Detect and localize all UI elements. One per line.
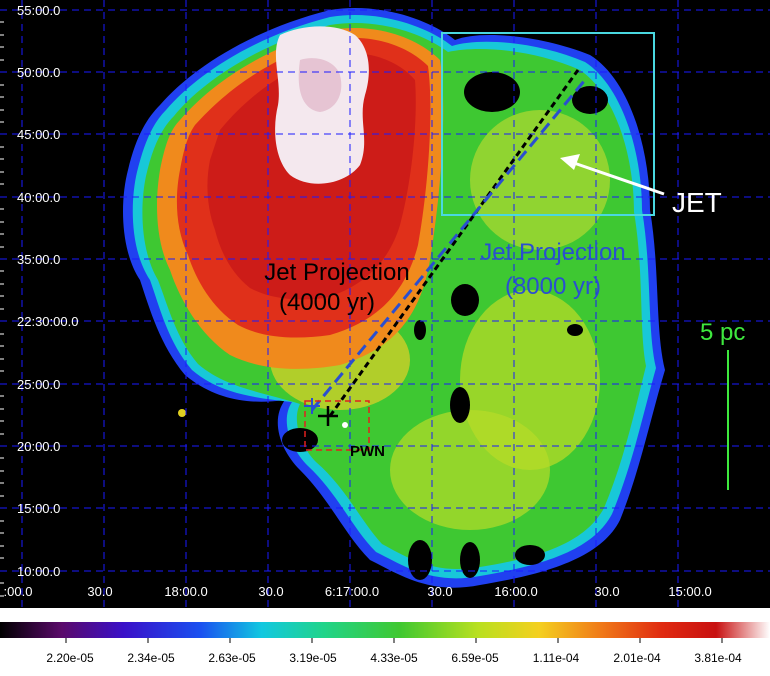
y-label: 22:30:00.0 xyxy=(17,314,78,329)
x-label: 15:00.0 xyxy=(668,584,711,599)
x-label: 30.0 xyxy=(594,584,619,599)
pwn-source xyxy=(342,422,348,428)
colorbar-ticks xyxy=(65,638,723,643)
remnant-voids xyxy=(282,72,608,580)
colorbar-label: 1.11e-04 xyxy=(533,651,580,665)
pwn-label: PWN xyxy=(350,443,385,460)
x-label: :00.0 xyxy=(4,584,33,599)
x-label: 18:00.0 xyxy=(164,584,207,599)
jet-region-box xyxy=(441,32,655,216)
x-label: 6:17:00.0 xyxy=(325,584,379,599)
jet-projection-8000-title: Jet Projection xyxy=(480,239,625,266)
pwn-box xyxy=(304,400,370,451)
colorbar-label: 2.63e-05 xyxy=(208,651,256,665)
y-axis-labels: 55:00.0 50:00.0 45:00.0 40:00.0 35:00.0 … xyxy=(17,3,78,579)
x-label: 30.0 xyxy=(87,584,112,599)
colorbar-label: 2.01e-04 xyxy=(613,651,661,665)
colorbar-label: 3.19e-05 xyxy=(289,651,337,665)
colorbar-label: 6.59e-05 xyxy=(451,651,499,665)
y-label: 55:00.0 xyxy=(17,3,60,18)
colorbar-label: 2.20e-05 xyxy=(46,651,94,665)
remnant-yellow-south xyxy=(390,410,550,530)
blue-cross-marker xyxy=(304,398,320,414)
x-axis-labels: :00.0 30.0 18:00.0 30.0 6:17:00.0 30.0 1… xyxy=(4,584,712,599)
y-label: 25:00.0 xyxy=(17,377,60,392)
point-source xyxy=(178,409,186,417)
colorbar-label: 4.33e-05 xyxy=(370,651,418,665)
x-label: 30.0 xyxy=(427,584,452,599)
remnant-yellow-ne xyxy=(470,110,610,250)
colorbar-gradient xyxy=(0,622,770,638)
scale-label: 5 pc xyxy=(700,319,745,346)
left-ticks xyxy=(0,21,4,597)
jet-arrow xyxy=(560,154,665,196)
y-label: 45:00.0 xyxy=(17,127,60,142)
jet-projection-8000-years: (8000 yr) xyxy=(505,273,601,300)
jet-projection-4000-line xyxy=(328,69,580,417)
colorbar-label: 2.34e-05 xyxy=(127,651,175,665)
jet-label: JET xyxy=(672,187,722,218)
x-label: 16:00.0 xyxy=(494,584,537,599)
jet-projection-4000-title: Jet Projection xyxy=(264,259,409,286)
y-label: 15:00.0 xyxy=(17,501,60,516)
jet-projection-4000-years: (4000 yr) xyxy=(279,289,375,316)
y-label: 35:00.0 xyxy=(17,252,60,267)
y-label: 10:00.0 xyxy=(17,564,60,579)
black-cross-marker xyxy=(318,406,338,426)
colorbar-label: 3.81e-04 xyxy=(694,651,742,665)
colorbar-labels: 2.20e-05 2.34e-05 2.63e-05 3.19e-05 4.33… xyxy=(46,651,742,665)
y-label: 50:00.0 xyxy=(17,65,60,80)
x-label: 30.0 xyxy=(258,584,283,599)
y-label: 20:00.0 xyxy=(17,439,60,454)
y-label: 40:00.0 xyxy=(17,190,60,205)
